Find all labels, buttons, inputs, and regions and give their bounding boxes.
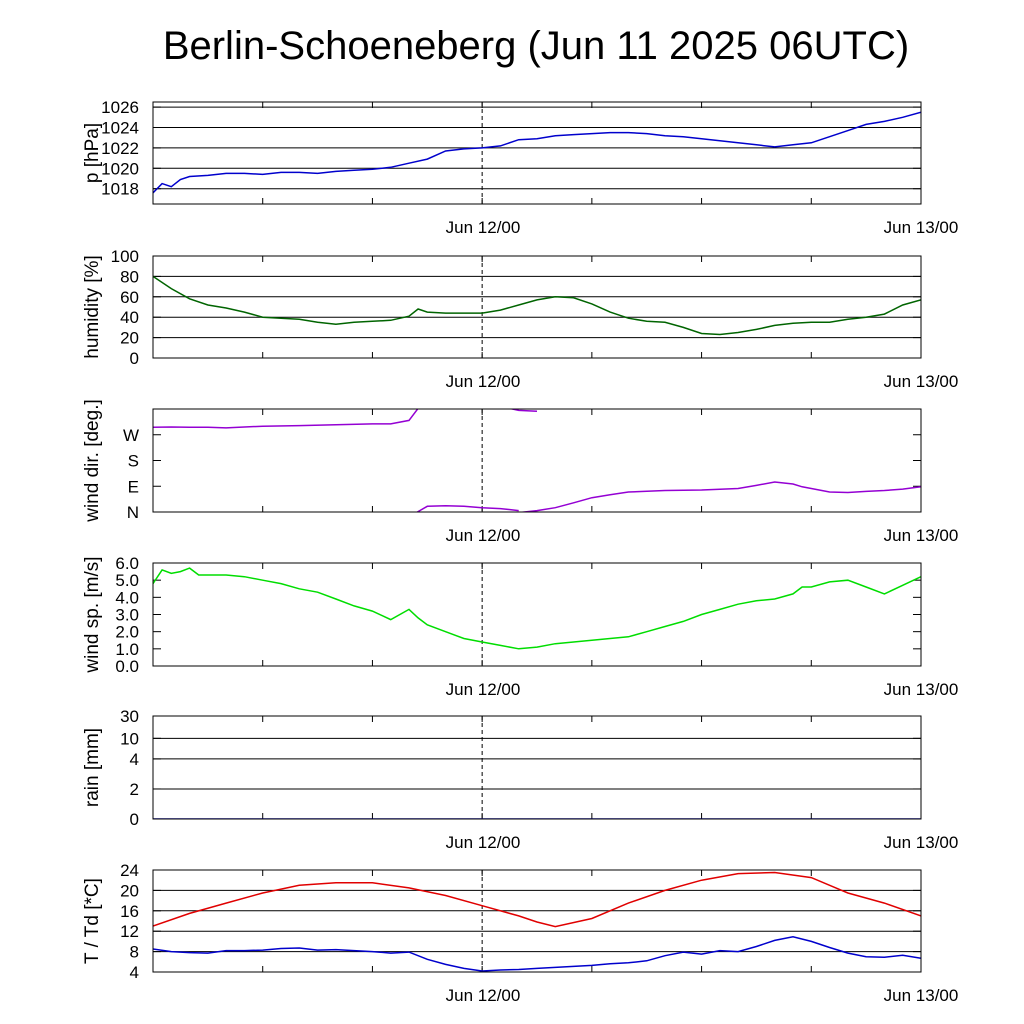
y-tick-label: 1022 <box>101 139 139 158</box>
y-axis-label: p [hPa] <box>82 123 103 183</box>
plot-frame <box>152 715 922 820</box>
series-line-1 <box>153 567 921 650</box>
y-tick-label: 20 <box>120 329 139 348</box>
series-line-1 <box>153 275 921 336</box>
y-tick-label: 16 <box>120 902 139 921</box>
y-tick-label: 2 <box>130 780 139 799</box>
y-axis-label: humidity [%] <box>82 255 103 358</box>
panel-4: 0.01.02.03.04.05.06.0 wind sp. [m/s] Jun 1… <box>82 554 958 699</box>
y-tick-label: 100 <box>111 247 139 266</box>
y-tick-label: 8 <box>130 943 139 962</box>
plot-frame <box>152 255 922 359</box>
y-tick-label: 12 <box>120 922 139 941</box>
y-tick-label: E <box>128 477 139 496</box>
y-tick-label: 1020 <box>101 159 139 178</box>
y-tick-label: 4 <box>130 750 139 769</box>
y-tick-label: 24 <box>120 861 139 880</box>
y-tick-label: 3.0 <box>115 606 139 625</box>
x-tick-label: Jun 12/00 <box>446 218 521 237</box>
panel-5: 0 2 4 10 30 rain [mm] Jun 12/00 Jun 13/00 <box>82 707 958 852</box>
x-tick-label: Jun 13/00 <box>884 218 959 237</box>
y-tick-label: 30 <box>120 707 139 726</box>
y-tick-label: 4.0 <box>115 588 139 607</box>
y-axis-label: rain [mm] <box>82 728 103 807</box>
x-tick-label: Jun 13/00 <box>884 986 959 1005</box>
plot-frame <box>152 869 922 973</box>
x-tick-label: Jun 13/00 <box>884 833 959 852</box>
y-axis-label: wind dir. [deg.] <box>82 399 103 523</box>
series-line-4 <box>518 481 921 512</box>
plot-frame <box>152 408 922 513</box>
y-tick-label: 1018 <box>101 180 139 199</box>
y-axis-label: T / Td [*C] <box>82 878 103 964</box>
y-axis-label: wind sp. [m/s] <box>82 556 103 673</box>
y-tick-label: S <box>128 452 139 471</box>
x-tick-label: Jun 12/00 <box>446 372 521 391</box>
y-tick-label: 0 <box>130 349 139 368</box>
x-tick-label: Jun 12/00 <box>446 680 521 699</box>
y-tick-label: 1024 <box>101 119 139 138</box>
y-tick-label: W <box>123 426 139 445</box>
y-tick-label: 5.0 <box>115 571 139 590</box>
x-tick-label: Jun 12/00 <box>446 986 521 1005</box>
plot-frame <box>152 562 922 667</box>
series-line-1 <box>153 111 921 194</box>
y-tick-label: 6.0 <box>115 554 139 573</box>
y-tick-label: 1.0 <box>115 640 139 659</box>
x-tick-label: Jun 12/00 <box>446 833 521 852</box>
x-tick-label: Jun 13/00 <box>884 372 959 391</box>
y-tick-label: 10 <box>120 729 139 748</box>
x-tick-label: Jun 13/00 <box>884 526 959 545</box>
y-tick-label: 20 <box>120 881 139 900</box>
x-tick-label: Jun 13/00 <box>884 680 959 699</box>
chart-title: Berlin-Schoeneberg (Jun 11 2025 06UTC) <box>162 24 910 68</box>
y-tick-label: 1026 <box>101 98 139 117</box>
series-line-3 <box>415 504 519 512</box>
y-tick-label: 0 <box>130 810 139 829</box>
x-tick-label: Jun 12/00 <box>446 526 521 545</box>
series-line-t <box>153 871 921 928</box>
y-tick-label: 80 <box>120 267 139 286</box>
y-tick-label: 40 <box>120 308 139 327</box>
plot-frame <box>152 101 922 205</box>
y-tick-label: 2.0 <box>115 623 139 642</box>
y-tick-label: 60 <box>120 288 139 307</box>
series-line-1 <box>153 409 419 429</box>
series-line-td <box>153 936 921 972</box>
y-tick-label: 0.0 <box>115 657 139 676</box>
y-tick-label: N <box>127 503 139 522</box>
y-tick-label: 4 <box>130 963 139 982</box>
